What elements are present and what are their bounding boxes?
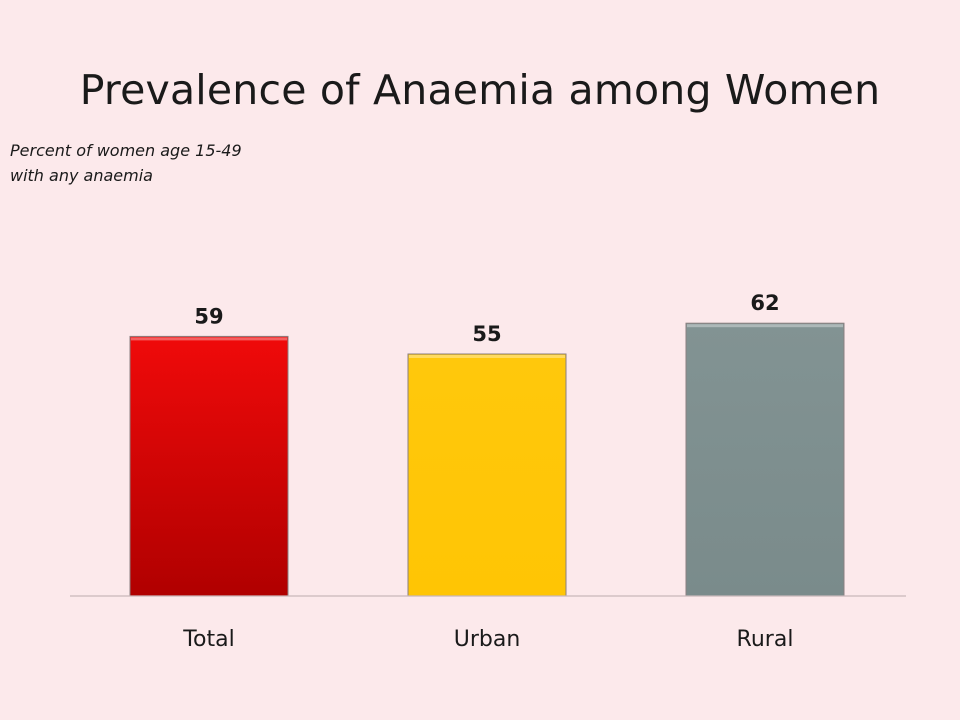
bar-highlight-total [131,337,287,341]
bars-layer [129,322,845,597]
bar-highlight-urban [409,355,565,358]
bar-highlight-rural [687,324,843,328]
bar-rural [685,322,845,597]
category-label-rural: Rural [737,627,794,652]
bar-total [129,335,289,597]
category-label-total: Total [182,627,234,652]
data-label-total: 59 [194,304,223,328]
category-label-urban: Urban [454,627,521,652]
labels-layer: 59 Total 55 Urban 62 Rural [182,291,793,652]
chart-subtitle: Percent of women age 15-49 with any anae… [10,138,242,188]
bar-urban [407,353,567,597]
subtitle-line-2: with any anaemia [10,166,153,185]
data-label-rural: 62 [750,291,779,315]
chart-title: Prevalence of Anaemia among Women [79,66,881,114]
subtitle-line-1: Percent of women age 15-49 [10,141,242,160]
data-label-urban: 55 [472,322,501,346]
